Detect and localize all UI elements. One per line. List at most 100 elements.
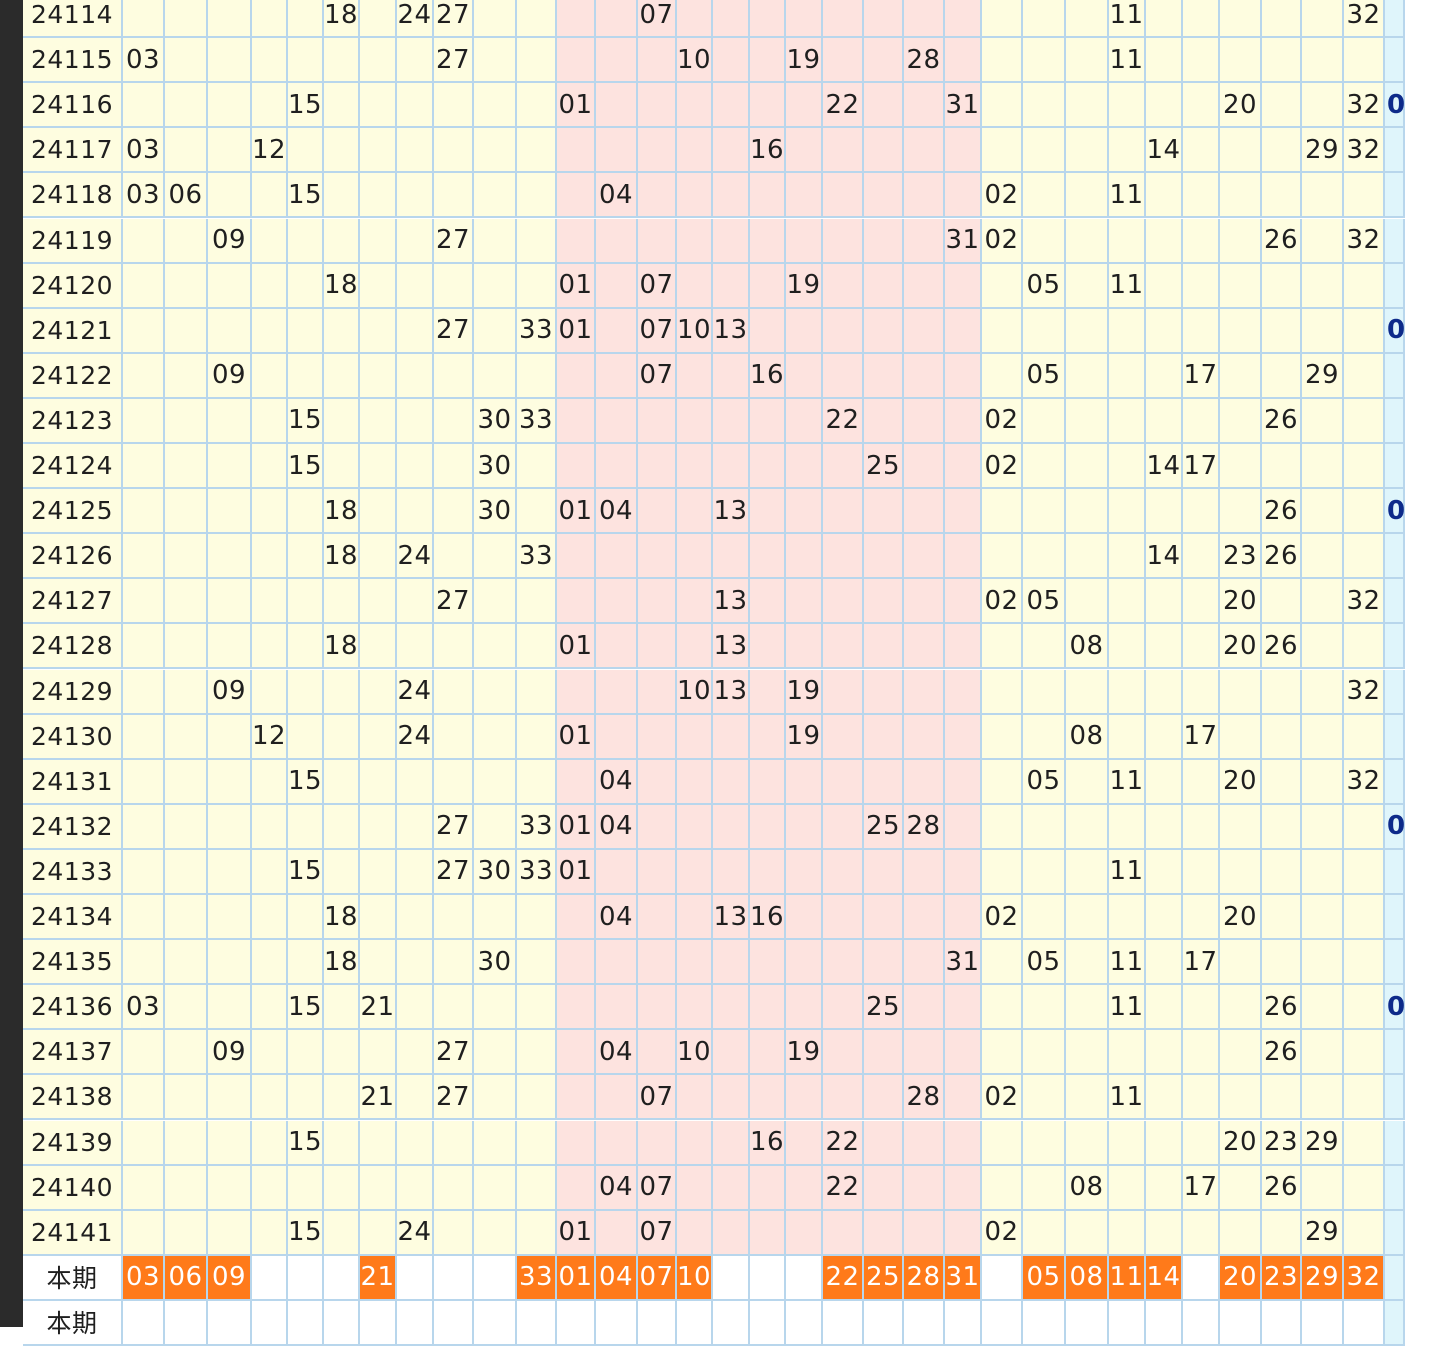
- empty-cell: [434, 1210, 474, 1256]
- empty-cell: [1146, 263, 1183, 309]
- empty-cell: [1385, 1120, 1405, 1166]
- empty-cell: [434, 1255, 474, 1301]
- empty-cell: [596, 849, 638, 895]
- issue-number: 24121: [23, 308, 123, 354]
- empty-cell: [982, 714, 1023, 760]
- drawn-number: 26: [1262, 398, 1302, 444]
- empty-cell: [1344, 895, 1385, 940]
- empty-cell: [474, 1075, 517, 1121]
- drawn-number: 18: [324, 895, 360, 940]
- empty-cell: [360, 1210, 397, 1256]
- drawn-number: 04: [596, 1030, 638, 1076]
- empty-cell: [823, 669, 864, 715]
- empty-cell: [434, 1300, 474, 1346]
- empty-cell: [1344, 1120, 1385, 1166]
- empty-cell: [208, 1300, 252, 1346]
- empty-cell: [1262, 940, 1302, 986]
- empty-cell: [360, 1300, 397, 1346]
- empty-cell: [474, 1165, 517, 1211]
- empty-cell: [1146, 1120, 1183, 1166]
- empty-cell: [904, 128, 945, 174]
- empty-cell: [1220, 0, 1262, 38]
- empty-cell: [474, 218, 517, 264]
- empty-cell: [1109, 489, 1146, 535]
- drawn-number: 20: [1220, 895, 1262, 940]
- drawn-number: 17: [1183, 940, 1220, 986]
- empty-cell: [864, 1300, 904, 1346]
- drawn-number: 30: [474, 849, 517, 895]
- empty-cell: [252, 173, 288, 219]
- empty-cell: [360, 353, 397, 399]
- empty-cell: [1220, 714, 1262, 760]
- drawn-number: 08: [1066, 714, 1109, 760]
- empty-cell: [324, 1165, 360, 1211]
- empty-cell: [750, 759, 786, 805]
- empty-cell: [1023, 38, 1066, 84]
- empty-cell: [1109, 398, 1146, 444]
- empty-cell: [596, 669, 638, 715]
- empty-cell: [904, 759, 945, 805]
- issue-number: 24138: [23, 1075, 123, 1121]
- empty-cell: [165, 849, 208, 895]
- empty-cell: [324, 1030, 360, 1076]
- empty-cell: [208, 398, 252, 444]
- drawn-number: 08: [1066, 624, 1109, 670]
- empty-cell: [557, 579, 596, 625]
- drawn-number: 17: [1183, 1165, 1220, 1211]
- empty-cell: [252, 444, 288, 489]
- empty-cell: [360, 263, 397, 309]
- empty-cell: [823, 895, 864, 940]
- empty-cell: [1066, 1300, 1109, 1346]
- empty-cell: [904, 669, 945, 715]
- empty-cell: [1302, 308, 1344, 354]
- drawn-number: 11: [1109, 759, 1146, 805]
- drawn-number: 0: [1385, 308, 1405, 354]
- selected-number: 25: [864, 1255, 904, 1301]
- drawn-number: 13: [713, 669, 750, 715]
- empty-cell: [360, 128, 397, 174]
- empty-cell: [982, 353, 1023, 399]
- empty-cell: [750, 1030, 786, 1076]
- empty-cell: [434, 353, 474, 399]
- empty-cell: [823, 1210, 864, 1256]
- empty-cell: [1385, 534, 1405, 580]
- empty-cell: [123, 1210, 165, 1256]
- issue-number: 24127: [23, 579, 123, 625]
- empty-cell: [677, 0, 713, 38]
- empty-cell: [123, 1075, 165, 1121]
- empty-cell: [864, 353, 904, 399]
- empty-cell: [288, 353, 324, 399]
- empty-cell: [596, 83, 638, 129]
- drawn-number: 11: [1109, 38, 1146, 84]
- drawn-number: 32: [1344, 0, 1385, 38]
- empty-cell: [904, 83, 945, 129]
- empty-cell: [1302, 489, 1344, 535]
- drawn-number: 28: [904, 804, 945, 850]
- empty-cell: [397, 353, 434, 399]
- empty-cell: [904, 489, 945, 535]
- drawn-number: 33: [517, 398, 557, 444]
- empty-cell: [904, 1030, 945, 1076]
- empty-cell: [360, 849, 397, 895]
- empty-cell: [638, 849, 677, 895]
- empty-cell: [474, 128, 517, 174]
- drawn-number: 23: [1262, 1120, 1302, 1166]
- empty-cell: [1262, 849, 1302, 895]
- empty-cell: [1302, 218, 1344, 264]
- selected-number: 20: [1220, 1255, 1262, 1301]
- empty-cell: [434, 669, 474, 715]
- drawn-number: 18: [324, 940, 360, 986]
- empty-cell: [677, 759, 713, 805]
- empty-cell: [750, 624, 786, 670]
- issue-number: 24130: [23, 714, 123, 760]
- empty-cell: [1344, 534, 1385, 580]
- empty-cell: [1220, 1210, 1262, 1256]
- drawn-number: 01: [557, 489, 596, 535]
- empty-cell: [1262, 308, 1302, 354]
- drawn-number: 09: [208, 1030, 252, 1076]
- empty-cell: [123, 1300, 165, 1346]
- empty-cell: [557, 38, 596, 84]
- empty-cell: [474, 1120, 517, 1166]
- empty-cell: [1146, 1075, 1183, 1121]
- empty-cell: [1220, 38, 1262, 84]
